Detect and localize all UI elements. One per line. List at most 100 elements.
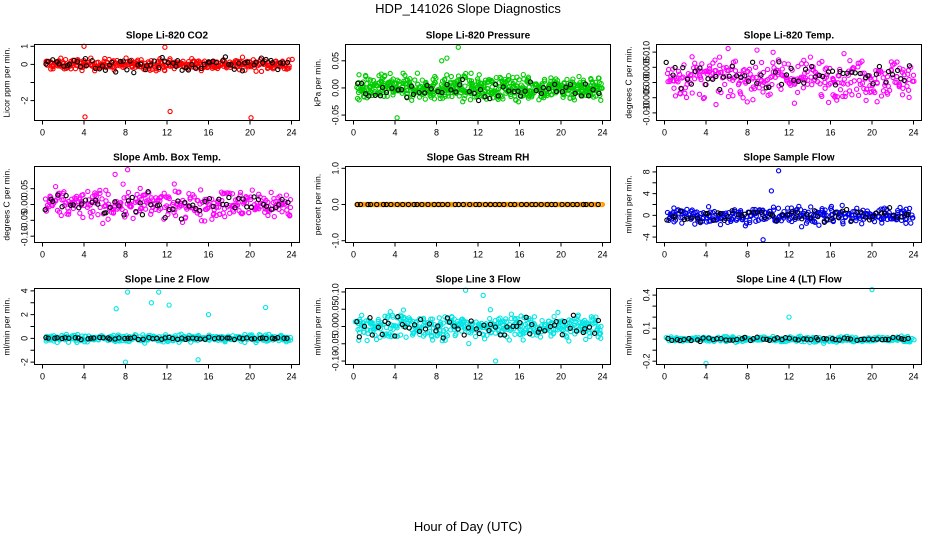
- data-point: [820, 73, 826, 80]
- data-point: [242, 67, 248, 73]
- data-point: [779, 66, 785, 72]
- data-point: [389, 85, 395, 91]
- data-point: [88, 214, 94, 220]
- data-point: [894, 59, 900, 65]
- data-point: [567, 201, 573, 208]
- data-point: [109, 59, 115, 66]
- data-point: [442, 93, 448, 100]
- data-points: [663, 286, 917, 367]
- x-tick-label: 24: [286, 372, 296, 382]
- data-point: [394, 115, 400, 121]
- data-point: [786, 314, 792, 320]
- data-point: [750, 74, 756, 81]
- data-point: [246, 210, 252, 216]
- y-axis-label: ml/min per min.: [624, 297, 634, 355]
- data-point: [231, 66, 237, 72]
- data-point: [551, 313, 557, 320]
- data-point: [776, 59, 782, 65]
- data-point: [79, 201, 85, 207]
- data-point: [209, 216, 215, 222]
- data-points: [43, 289, 294, 365]
- data-point: [161, 216, 167, 222]
- panel-8: Slope Line 3 Flow ml/min per min. 0 4 8 12 16 2…: [313, 275, 611, 382]
- data-point: [167, 108, 173, 115]
- data-point: [166, 195, 172, 202]
- data-point: [55, 192, 61, 198]
- data-point: [113, 69, 119, 75]
- data-point: [223, 201, 230, 208]
- data-point: [857, 70, 863, 77]
- data-point: [50, 198, 56, 205]
- data-point: [517, 201, 523, 208]
- plot-frame: [656, 288, 922, 365]
- data-point: [65, 211, 72, 217]
- data-point: [578, 93, 584, 99]
- data-point: [822, 79, 828, 86]
- data-point: [718, 69, 724, 76]
- y-axis-label: ml/min per min.: [313, 297, 323, 355]
- data-point: [123, 211, 129, 218]
- data-point: [758, 72, 764, 78]
- plot-frame: [656, 166, 922, 243]
- x-tick-label: 8: [123, 128, 128, 138]
- data-point: [541, 76, 548, 83]
- data-point: [283, 192, 290, 198]
- data-point: [133, 208, 139, 215]
- data-point: [803, 61, 809, 67]
- data-point: [886, 87, 893, 94]
- data-point: [82, 114, 88, 120]
- y-tick-label: 0: [642, 213, 652, 218]
- data-point: [48, 194, 54, 200]
- data-points: [663, 45, 917, 108]
- x-tick-label: 16: [203, 128, 213, 138]
- data-point: [226, 61, 232, 68]
- y-tick-label: 4: [20, 288, 30, 293]
- data-point: [444, 81, 450, 88]
- data-point: [273, 204, 279, 211]
- x-tick-label: 12: [162, 372, 172, 382]
- data-point: [189, 61, 195, 68]
- data-point: [554, 77, 561, 84]
- data-point: [80, 192, 86, 198]
- data-point: [742, 73, 748, 79]
- data-point: [142, 206, 149, 212]
- data-point: [552, 81, 558, 88]
- y-tick-label: 8: [642, 169, 652, 174]
- data-point: [245, 59, 251, 65]
- x-tick-label: 0: [662, 372, 667, 382]
- data-point: [712, 57, 718, 63]
- data-point: [256, 191, 262, 197]
- data-point: [220, 58, 226, 64]
- data-point: [681, 62, 687, 68]
- data-point: [445, 93, 451, 99]
- data-point: [202, 218, 208, 224]
- data-point: [843, 90, 849, 96]
- data-point: [721, 65, 727, 71]
- data-point: [439, 89, 445, 96]
- data-point: [841, 76, 847, 82]
- data-point: [905, 87, 912, 93]
- data-point: [884, 74, 891, 80]
- data-point: [428, 86, 434, 92]
- data-point: [824, 71, 830, 78]
- data-point: [852, 70, 858, 76]
- x-tick-label: 20: [556, 250, 566, 260]
- data-point: [277, 60, 283, 66]
- data-point: [66, 61, 73, 67]
- data-point: [672, 64, 678, 71]
- x-tick-label: 4: [81, 128, 86, 138]
- data-point: [407, 76, 413, 82]
- data-point: [480, 292, 486, 299]
- data-point: [853, 217, 859, 224]
- data-point: [239, 68, 246, 74]
- data-point: [120, 181, 126, 187]
- data-point: [676, 71, 683, 77]
- data-point: [827, 80, 833, 87]
- data-point: [788, 65, 794, 72]
- data-point: [697, 74, 704, 80]
- data-point: [670, 72, 676, 78]
- data-point: [497, 74, 503, 81]
- data-point: [754, 47, 760, 53]
- data-point: [422, 90, 428, 96]
